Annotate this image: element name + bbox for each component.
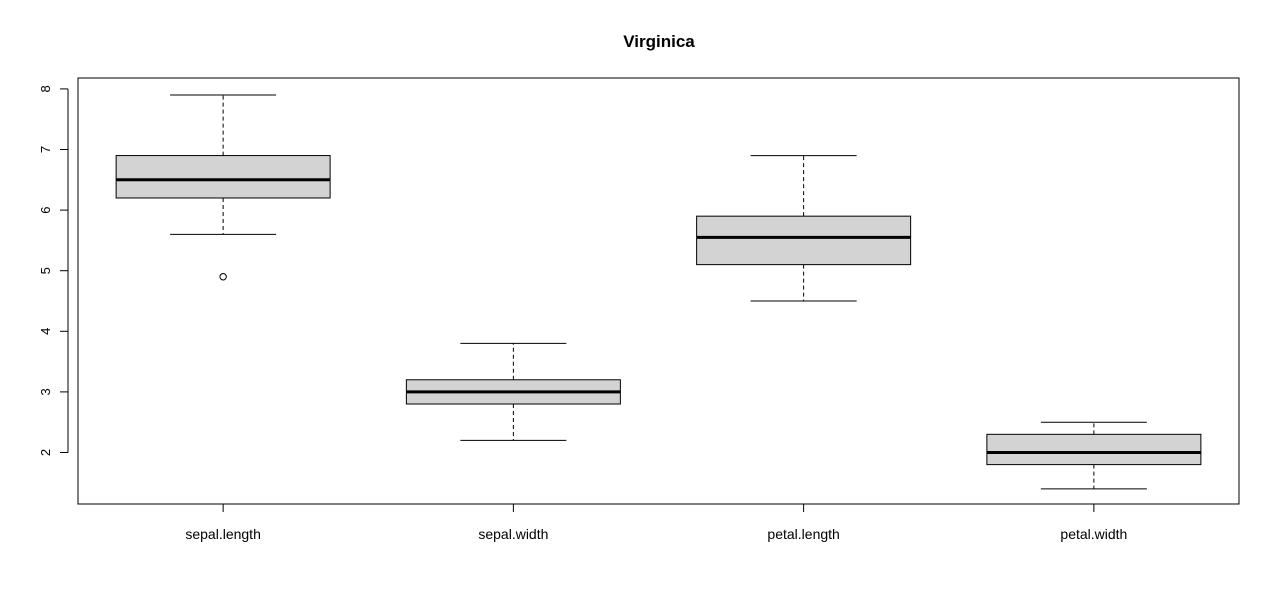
- box-sepal-length: [115, 94, 331, 281]
- y-axis: 2 3 4 5 6 7 8: [38, 85, 69, 456]
- x-axis: sepal.length sepal.width petal.length petal…: [185, 503, 1127, 542]
- iqr-box: [696, 215, 912, 266]
- x-tick-label: petal.width: [1060, 526, 1127, 542]
- y-tick-label: 8: [38, 85, 53, 92]
- iqr-box: [115, 155, 331, 199]
- x-tick-label: sepal.width: [478, 526, 548, 542]
- iqr-box: [986, 433, 1202, 466]
- outlier-point: [219, 273, 227, 281]
- y-tick-label: 7: [38, 146, 53, 153]
- box-petal-width: [986, 421, 1202, 490]
- x-tick-label: petal.length: [767, 526, 839, 542]
- y-tick-label: 5: [38, 267, 53, 274]
- y-tick-label: 2: [38, 449, 53, 456]
- box-petal-length: [696, 155, 912, 302]
- boxes: [115, 94, 1202, 490]
- box-sepal-width: [405, 342, 621, 441]
- y-tick-label: 4: [38, 328, 53, 335]
- x-tick-label: sepal.length: [185, 526, 261, 542]
- chart-title: Virginica: [623, 32, 695, 51]
- y-tick-label: 3: [38, 388, 53, 395]
- y-tick-label: 6: [38, 206, 53, 213]
